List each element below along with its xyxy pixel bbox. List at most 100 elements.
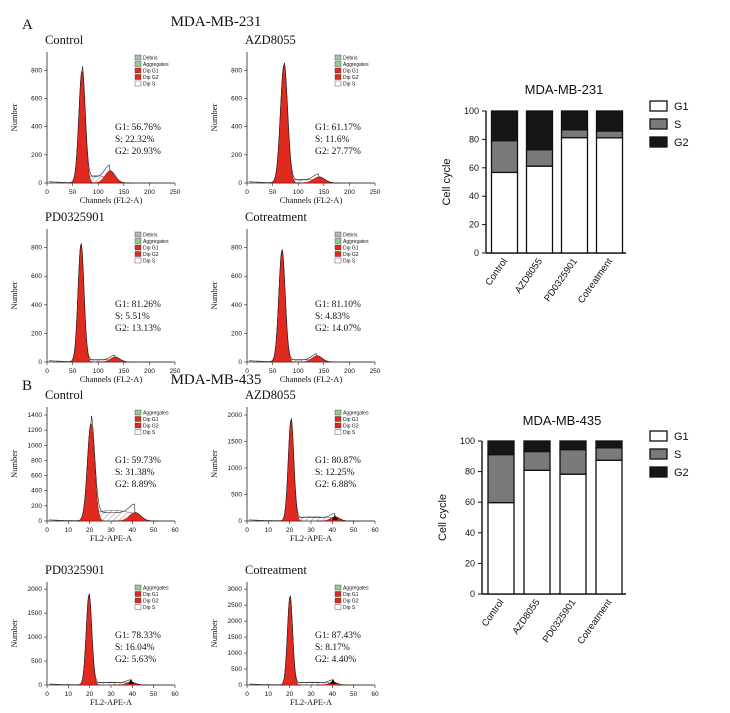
- y-tick-label: 400: [31, 124, 42, 131]
- legend-label-g2: G2: [674, 467, 689, 479]
- chart-title: MDA-MB-231: [525, 82, 604, 97]
- phase-percentage: S: 31.38%: [115, 468, 155, 478]
- x-tick-label: 60: [371, 691, 379, 698]
- y-tick-label: 1000: [28, 442, 43, 449]
- y-tick-label: 200: [231, 152, 242, 159]
- x-tick-label: 30: [107, 527, 115, 534]
- x-tick-label: 30: [307, 527, 315, 534]
- phase-percentage: S: 11.6%: [315, 135, 350, 145]
- x-tick-label: 0: [45, 189, 49, 196]
- legend-swatch-g1: [649, 430, 668, 442]
- phase-percentage: G2: 8.89%: [115, 480, 156, 490]
- panel-letter-b: B: [22, 378, 32, 394]
- y-axis-label: Number: [209, 619, 219, 647]
- y-tick-label: 800: [31, 457, 42, 464]
- y-tick-label: 800: [231, 245, 242, 252]
- bar-segment-g2-control: [487, 440, 515, 456]
- legend-swatch: [134, 54, 142, 61]
- x-tick-label: 60: [171, 691, 179, 698]
- histogram-title: AZD8055: [245, 388, 296, 402]
- x-tick-label: 40: [329, 691, 337, 698]
- x-tick-label: 150: [318, 189, 329, 196]
- chart-y-tick-label: 40: [469, 191, 479, 201]
- legend-swatch: [134, 244, 142, 251]
- legend-label: Dip S: [143, 605, 156, 611]
- histogram-title: Control: [45, 388, 84, 402]
- histogram-envelope: [249, 249, 373, 363]
- category-label: PD0325901: [541, 597, 579, 644]
- g2-marker-triangle: [128, 679, 134, 684]
- bar-segment-s-azd8055: [523, 450, 551, 471]
- legend-swatch: [334, 257, 342, 264]
- y-tick-label: 800: [231, 67, 242, 74]
- legend-label: Debris: [343, 56, 358, 62]
- legend-swatch-g1: [649, 100, 668, 112]
- x-tick-label: 10: [65, 691, 73, 698]
- chart-y-tick-label: 20: [469, 220, 479, 230]
- legend-label: Aggregates: [343, 62, 369, 68]
- x-tick-label: 200: [144, 368, 155, 375]
- x-tick-label: 0: [45, 527, 49, 534]
- y-tick-label: 400: [231, 124, 242, 131]
- legend-label: Dip G2: [343, 424, 359, 430]
- category-label: Cotreatment: [576, 256, 615, 305]
- legend-swatch: [134, 251, 142, 257]
- y-tick-label: 1500: [228, 634, 243, 641]
- bar-segment-g1-azd8055: [525, 165, 554, 254]
- phase-percentage: G2: 20.93%: [115, 147, 161, 157]
- y-tick-label: 400: [31, 488, 42, 495]
- legend-label: Dip G1: [343, 246, 359, 252]
- legend-swatch: [334, 80, 342, 87]
- histogram-envelope: [249, 595, 373, 686]
- phase-percentage: S: 8.17%: [315, 643, 350, 653]
- legend-swatch: [334, 231, 342, 238]
- y-tick-label: 600: [231, 273, 242, 280]
- chart-y-tick-label: 0: [474, 248, 479, 258]
- phase-percentage: G2: 4.40%: [315, 655, 356, 665]
- chart-y-tick-label: 100: [460, 436, 475, 446]
- g1-peak: [279, 419, 303, 522]
- chart-y-tick-label: 40: [465, 528, 475, 538]
- g2-marker-triangle: [330, 679, 336, 684]
- x-tick-label: 10: [265, 691, 273, 698]
- bar-segment-s-pd0325901: [560, 129, 589, 139]
- x-axis-label: Channels (FL2-A): [80, 195, 143, 205]
- x-tick-label: 50: [150, 691, 158, 698]
- legend-label: Dip G1: [143, 417, 159, 423]
- histogram-envelope: [48, 415, 173, 522]
- legend-label: Dip G2: [143, 252, 159, 258]
- legend-swatch: [334, 244, 342, 251]
- phase-percentage: G1: 61.17%: [315, 123, 361, 133]
- histogram-envelope: [249, 62, 373, 184]
- bar-segment-s-cotreatment: [595, 130, 624, 139]
- x-tick-label: 40: [329, 527, 337, 534]
- legend-swatch: [134, 231, 142, 238]
- x-axis-label: FL2-APE-A: [90, 533, 133, 543]
- x-tick-label: 40: [129, 527, 137, 534]
- bar-segment-s-azd8055: [525, 149, 554, 167]
- phase-percentage: G1: 78.33%: [115, 631, 161, 641]
- chart-y-tick-label: 80: [465, 467, 475, 477]
- x-tick-label: 100: [293, 368, 304, 375]
- x-tick-label: 50: [150, 527, 158, 534]
- legend-swatch: [334, 409, 342, 416]
- x-tick-label: 30: [107, 691, 115, 698]
- g1-peak: [269, 64, 299, 184]
- legend-label-s: S: [674, 119, 681, 131]
- histogram-envelope: [248, 418, 373, 522]
- stacked-bar-chart-mda-mb-435: MDA-MB-435 0 20 40 60 80 100 Cell cycle Control A…: [437, 413, 689, 647]
- y-tick-label: 1200: [28, 427, 43, 434]
- y-tick-label: 500: [231, 666, 242, 673]
- x-tick-label: 50: [350, 691, 358, 698]
- y-tick-label: 200: [31, 330, 42, 337]
- bar-segment-g1-cotreatment: [595, 137, 624, 254]
- x-tick-label: 20: [286, 527, 294, 534]
- legend-swatch: [134, 257, 142, 264]
- histogram-cotreatment-b: Cotreatment 0 500 1000 1500 2000 2500 3000 0 10 20…: [209, 563, 379, 707]
- legend-label: Dip G1: [143, 69, 159, 75]
- chart-y-tick-label: 60: [469, 163, 479, 173]
- phase-percentage: S: 4.83%: [315, 312, 350, 322]
- x-tick-label: 0: [45, 691, 49, 698]
- legend-label: Debris: [343, 233, 358, 239]
- y-tick-label: 0: [38, 359, 42, 366]
